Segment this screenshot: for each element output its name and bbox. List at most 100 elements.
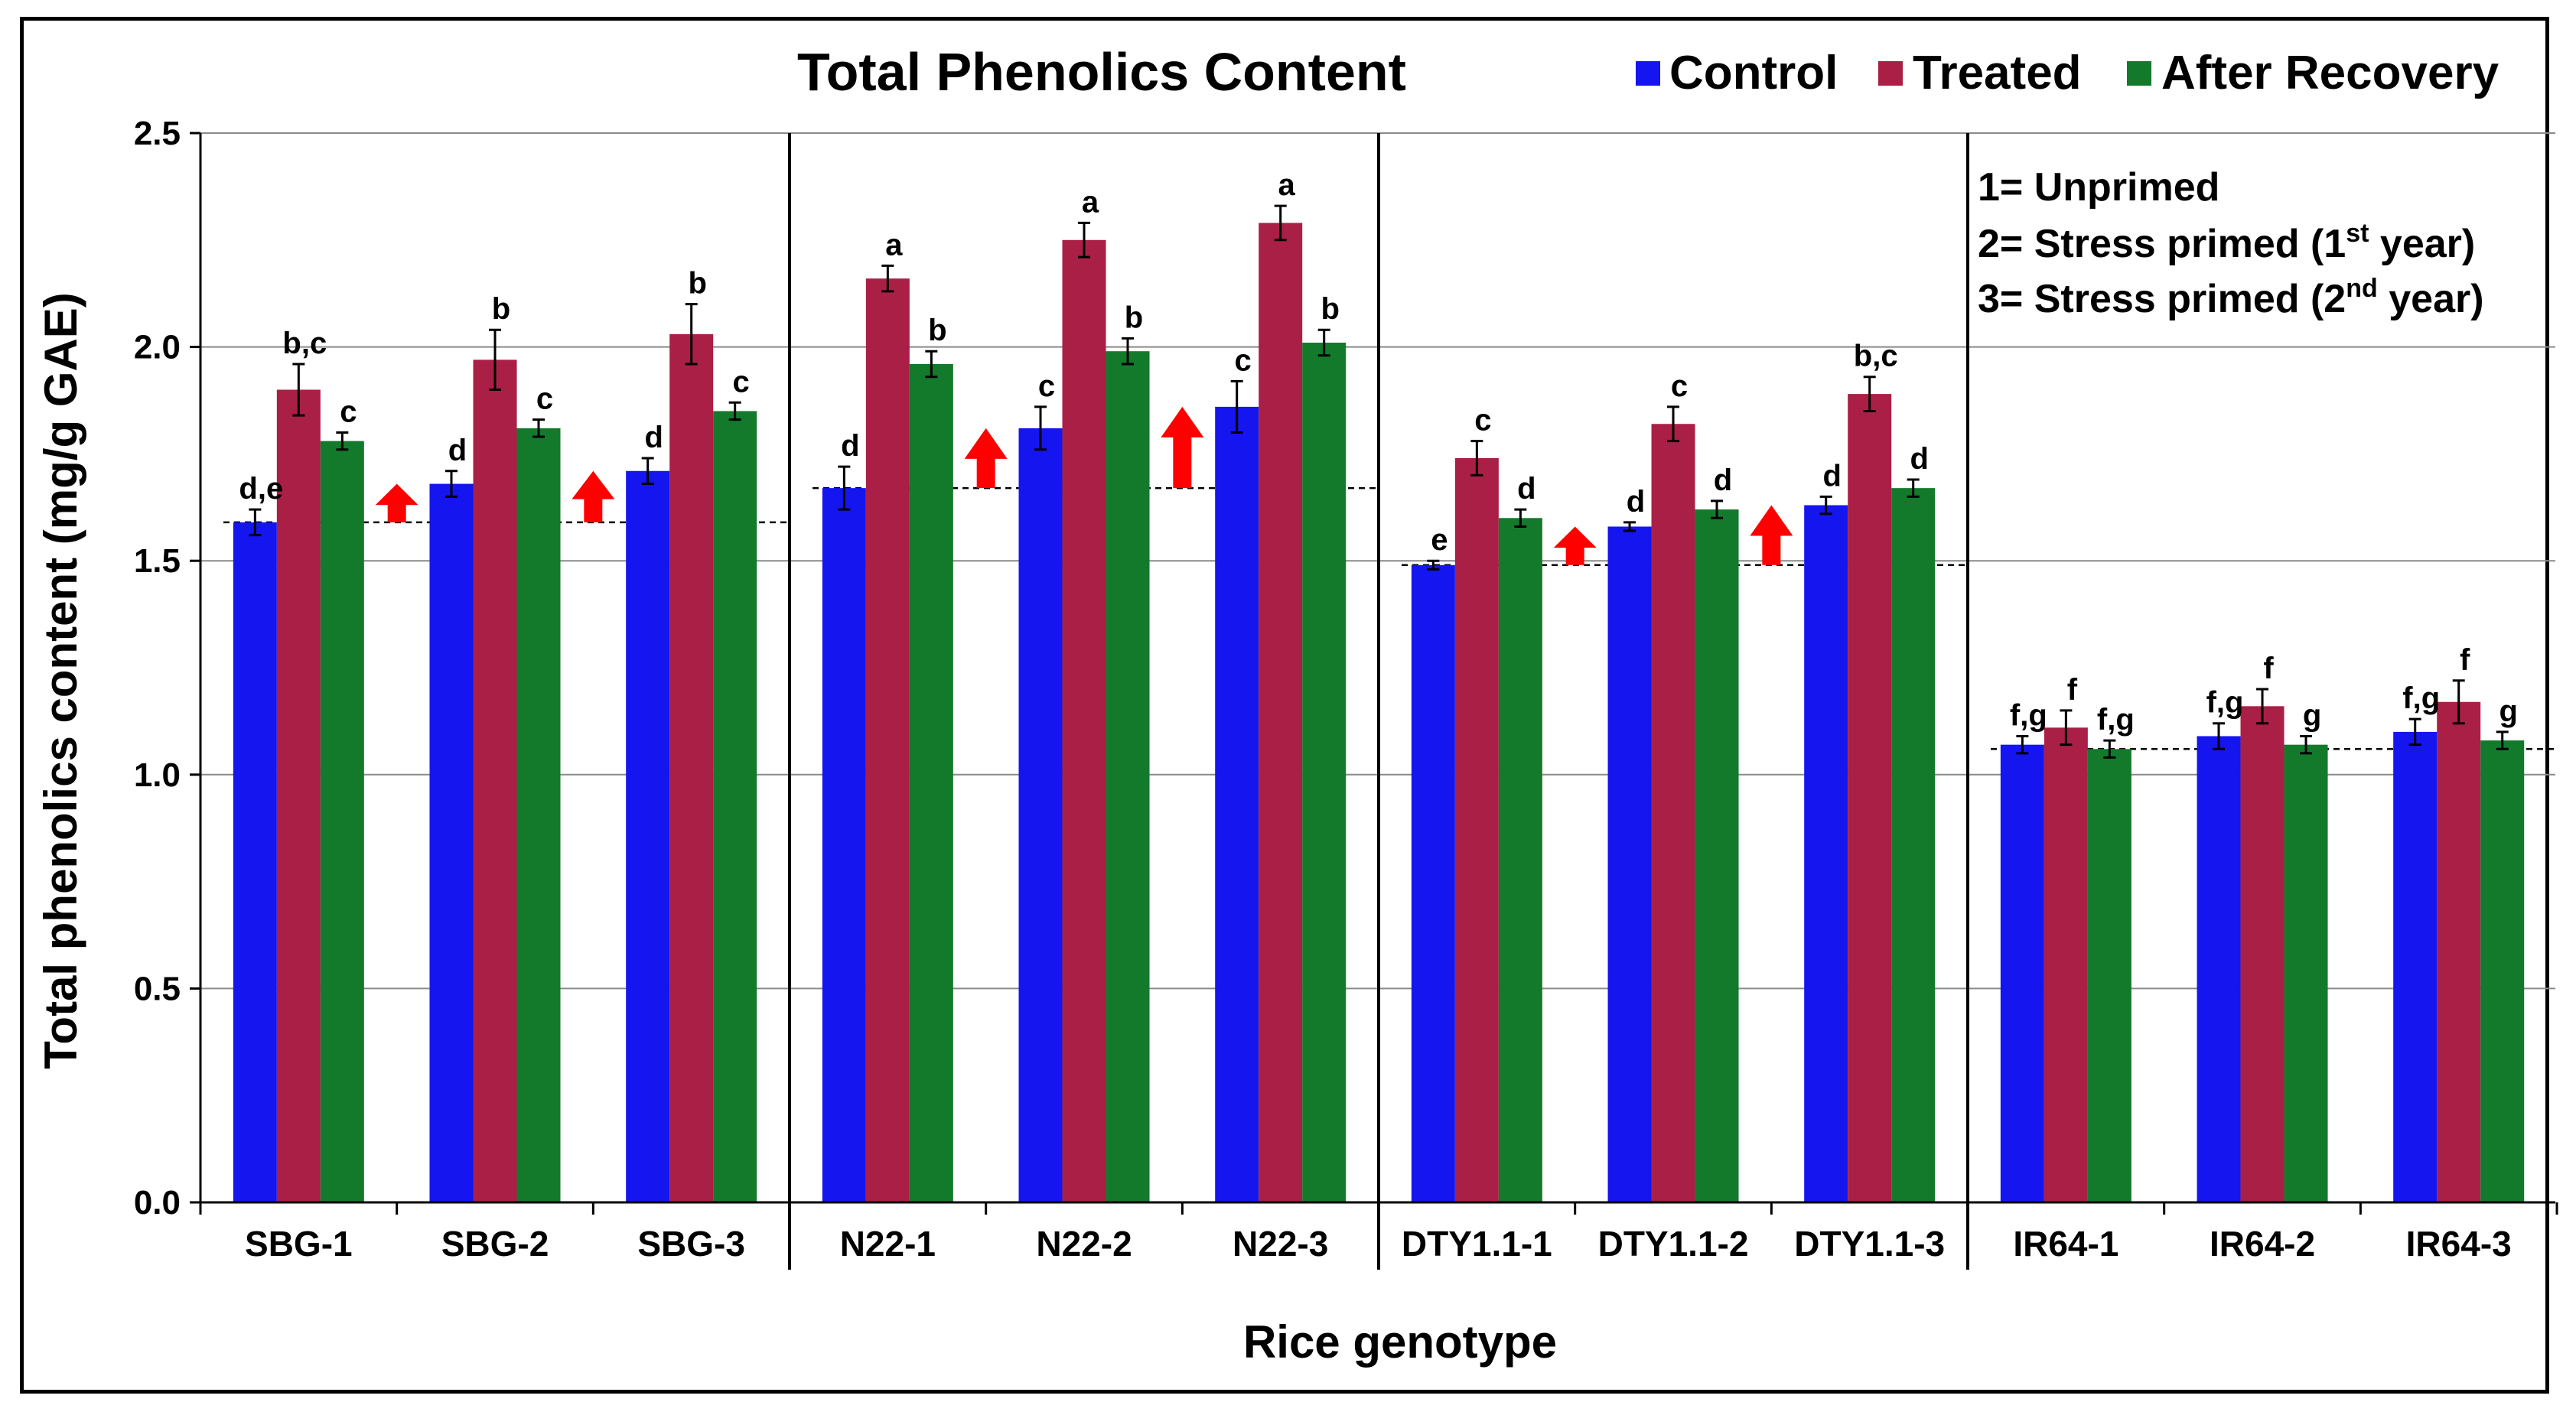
legend-swatch-control <box>1636 61 1660 86</box>
bar-after-recovery <box>1106 351 1150 1202</box>
bar-control <box>1018 428 1063 1202</box>
bar-treated <box>1848 394 1892 1202</box>
bar-treated <box>473 359 517 1203</box>
significance-label: f <box>2460 643 2470 677</box>
significance-label: b <box>1321 292 1339 326</box>
significance-label: d <box>1910 442 1928 476</box>
legend-label-treated: Treated <box>1913 47 2082 99</box>
priming-arrow <box>375 483 418 522</box>
legend-swatch-treated <box>1878 61 1903 86</box>
significance-label: d <box>1517 472 1536 506</box>
significance-label: f <box>2263 652 2274 685</box>
y-tick-label: 0.5 <box>134 970 181 1007</box>
y-tick-label: 0.0 <box>134 1184 181 1221</box>
group-separators <box>788 133 1969 1270</box>
priming-arrow <box>572 470 615 522</box>
significance-label: a <box>885 228 903 262</box>
x-axis-label: Rice genotype <box>1243 1316 1557 1368</box>
priming-arrows <box>375 406 1793 565</box>
significance-label: d <box>1627 485 1645 519</box>
significance-label: b <box>1125 301 1143 334</box>
priming-arrow <box>964 428 1008 489</box>
significance-label: c <box>340 395 357 428</box>
significance-label: f,g <box>2010 698 2047 732</box>
bar-control <box>1804 505 1848 1202</box>
bar-after-recovery <box>1302 343 1347 1202</box>
x-tick-label: SBG-2 <box>441 1224 549 1264</box>
annotation-line-3-suffix: year) <box>2378 277 2484 321</box>
x-tick-label: IR64-2 <box>2210 1224 2315 1264</box>
x-tick-label: SBG-1 <box>245 1224 353 1264</box>
bar-control <box>233 522 277 1202</box>
bar-after-recovery <box>1695 509 1739 1202</box>
x-tick-label: N22-3 <box>1233 1224 1328 1264</box>
y-axis-label: Total phenolics content (mg/g GAE) <box>35 292 86 1069</box>
bar-treated <box>1062 239 1106 1202</box>
bar-after-recovery <box>909 363 953 1202</box>
priming-arrow <box>1161 406 1204 489</box>
significance-label: d,e <box>239 472 283 506</box>
significance-label: d <box>448 434 467 467</box>
significance-label: c <box>1474 404 1491 438</box>
bar-after-recovery <box>2087 749 2131 1202</box>
bar-control <box>1411 564 1455 1202</box>
bar-control <box>1607 526 1652 1202</box>
bar-treated <box>669 333 714 1203</box>
x-tick-label: N22-2 <box>1036 1224 1132 1264</box>
significance-label: b <box>492 292 510 326</box>
bar-after-recovery <box>713 411 757 1202</box>
annotation-line-2-suffix: year) <box>2369 222 2475 266</box>
priming-annotations: 1= Unprimed 2= Stress primed (1st year) … <box>1978 165 2484 321</box>
bar-control <box>822 488 866 1202</box>
y-tick-label: 2.0 <box>134 329 181 366</box>
significance-label: e <box>1431 523 1448 557</box>
annotation-line-1: 1= Unprimed <box>1978 165 2219 210</box>
annotation-line-3-sup: nd <box>2346 274 2378 303</box>
bar-control <box>2393 731 2438 1202</box>
x-tick-label: N22-1 <box>840 1224 936 1264</box>
legend: Control Treated After Recovery <box>1636 47 2499 99</box>
annotation-line-3: 3= Stress primed (2nd year) <box>1978 274 2484 321</box>
x-tick-label: DTY1.1-1 <box>1402 1224 1552 1264</box>
chart-labels: Total Phenolics Content Rice genotype To… <box>35 42 2518 1368</box>
annotation-line-2-prefix: 2= Stress primed (1 <box>1978 222 2346 266</box>
legend-label-after-recovery: After Recovery <box>2161 47 2499 99</box>
significance-label: b,c <box>1854 340 1898 373</box>
annotation-line-3-prefix: 3= Stress primed (2 <box>1978 277 2346 321</box>
significance-label: c <box>1671 369 1688 403</box>
significance-label: g <box>2499 694 2517 728</box>
x-tick-label: IR64-3 <box>2406 1224 2512 1264</box>
bar-treated <box>865 278 910 1203</box>
x-tick-label: IR64-1 <box>2013 1224 2118 1264</box>
significance-label: f,g <box>2097 703 2135 737</box>
y-tick-label: 2.5 <box>134 115 181 152</box>
bar-control <box>429 483 474 1202</box>
priming-arrow <box>1750 505 1793 565</box>
chart-title: Total Phenolics Content <box>797 42 1406 102</box>
significance-label: b,c <box>282 327 327 360</box>
annotation-line-2: 2= Stress primed (1st year) <box>1978 219 2475 266</box>
legend-label-control: Control <box>1669 47 1838 99</box>
legend-swatch-after-recovery <box>2127 61 2151 86</box>
x-tick-label: SBG-3 <box>637 1224 745 1264</box>
significance-label: f,g <box>2206 686 2244 720</box>
significance-label: d <box>1822 459 1841 493</box>
bar-after-recovery <box>2480 740 2525 1202</box>
bar-after-recovery <box>516 428 561 1202</box>
bar-treated <box>1651 424 1695 1202</box>
significance-label: f,g <box>2402 681 2440 715</box>
significance-label: g <box>2303 698 2321 732</box>
bar-treated <box>1259 223 1303 1202</box>
x-tick-label: DTY1.1-3 <box>1794 1224 1945 1264</box>
bar-after-recovery <box>320 441 364 1202</box>
bars <box>233 223 2525 1203</box>
bar-control <box>1215 406 1259 1203</box>
bar-treated <box>2044 727 2088 1202</box>
bar-treated <box>2437 701 2481 1202</box>
bar-treated <box>276 389 321 1202</box>
significance-label: f <box>2067 673 2078 707</box>
y-tick-label: 1.0 <box>134 756 181 794</box>
bar-after-recovery <box>1891 488 1936 1202</box>
significance-label: a <box>1278 168 1296 202</box>
